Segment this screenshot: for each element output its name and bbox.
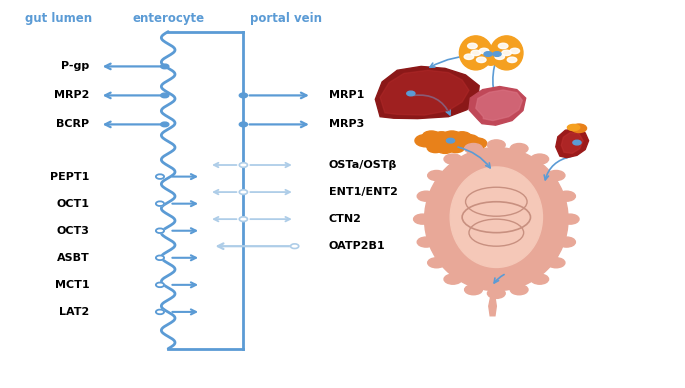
Circle shape	[417, 191, 435, 201]
Circle shape	[488, 288, 506, 298]
Circle shape	[425, 137, 449, 150]
Circle shape	[239, 93, 247, 98]
Text: OSTa/OSTβ: OSTa/OSTβ	[329, 160, 397, 170]
Circle shape	[156, 310, 164, 314]
Circle shape	[531, 274, 549, 284]
Text: BCRP: BCRP	[56, 120, 90, 130]
Circle shape	[156, 229, 164, 233]
Circle shape	[510, 48, 519, 54]
Polygon shape	[561, 133, 583, 153]
Ellipse shape	[571, 124, 586, 133]
Circle shape	[573, 140, 581, 145]
Text: OCT1: OCT1	[57, 199, 90, 209]
Circle shape	[423, 131, 440, 141]
Circle shape	[239, 122, 247, 127]
Circle shape	[561, 214, 579, 224]
Polygon shape	[476, 90, 522, 121]
Circle shape	[499, 43, 508, 48]
Circle shape	[558, 237, 575, 247]
Circle shape	[464, 54, 474, 59]
Circle shape	[161, 93, 169, 98]
Ellipse shape	[450, 167, 543, 267]
Polygon shape	[375, 66, 480, 119]
Circle shape	[436, 134, 460, 147]
Circle shape	[547, 258, 565, 268]
Circle shape	[427, 170, 445, 180]
Circle shape	[484, 52, 493, 56]
Circle shape	[161, 122, 169, 127]
Circle shape	[156, 201, 164, 206]
Circle shape	[414, 214, 432, 224]
Circle shape	[407, 91, 415, 96]
Circle shape	[468, 43, 477, 48]
Ellipse shape	[490, 36, 523, 70]
Polygon shape	[556, 129, 588, 158]
Text: PEPT1: PEPT1	[50, 171, 90, 182]
Circle shape	[239, 163, 247, 167]
Text: portal vein: portal vein	[250, 12, 322, 25]
Text: MRP3: MRP3	[329, 120, 364, 130]
Circle shape	[156, 282, 164, 287]
Circle shape	[453, 132, 471, 142]
Text: LAT2: LAT2	[60, 307, 90, 317]
Text: P-gp: P-gp	[62, 61, 90, 71]
Circle shape	[427, 143, 444, 152]
Polygon shape	[489, 293, 497, 316]
Circle shape	[239, 217, 247, 222]
Circle shape	[531, 154, 549, 164]
Text: ENT1/ENT2: ENT1/ENT2	[329, 187, 398, 197]
Circle shape	[558, 191, 575, 201]
Text: enterocyte: enterocyte	[132, 12, 204, 25]
Circle shape	[156, 174, 164, 179]
Circle shape	[458, 135, 480, 147]
Ellipse shape	[486, 57, 497, 65]
Circle shape	[464, 144, 482, 154]
Circle shape	[443, 131, 461, 141]
Text: MRP1: MRP1	[329, 90, 364, 100]
Text: MCT1: MCT1	[55, 280, 90, 290]
Circle shape	[417, 237, 435, 247]
Circle shape	[510, 144, 528, 154]
Circle shape	[427, 258, 445, 268]
Circle shape	[290, 244, 299, 248]
Circle shape	[471, 50, 481, 55]
Text: OCT3: OCT3	[57, 226, 90, 236]
Circle shape	[444, 154, 462, 164]
Circle shape	[415, 135, 437, 147]
Circle shape	[437, 144, 453, 153]
Circle shape	[448, 143, 464, 152]
Circle shape	[444, 274, 462, 284]
Circle shape	[508, 57, 516, 62]
Circle shape	[161, 64, 169, 69]
Ellipse shape	[425, 147, 568, 291]
Polygon shape	[469, 87, 525, 125]
Ellipse shape	[460, 36, 493, 70]
Circle shape	[447, 137, 469, 149]
Text: gut lumen: gut lumen	[25, 12, 92, 25]
Circle shape	[502, 50, 511, 55]
Circle shape	[495, 54, 505, 59]
Text: OATP2B1: OATP2B1	[329, 241, 386, 251]
Circle shape	[510, 285, 528, 295]
Circle shape	[547, 170, 565, 180]
Text: CTN2: CTN2	[329, 214, 362, 224]
Circle shape	[433, 132, 451, 142]
Circle shape	[488, 140, 506, 150]
Circle shape	[239, 190, 247, 194]
Circle shape	[468, 138, 487, 149]
Circle shape	[479, 48, 489, 54]
Text: MRP2: MRP2	[54, 90, 90, 100]
Ellipse shape	[567, 125, 580, 131]
Polygon shape	[380, 70, 469, 115]
Text: ASBT: ASBT	[57, 253, 90, 263]
Circle shape	[493, 52, 501, 56]
Circle shape	[156, 255, 164, 260]
Circle shape	[477, 57, 486, 62]
Circle shape	[447, 139, 455, 143]
Circle shape	[464, 285, 482, 295]
